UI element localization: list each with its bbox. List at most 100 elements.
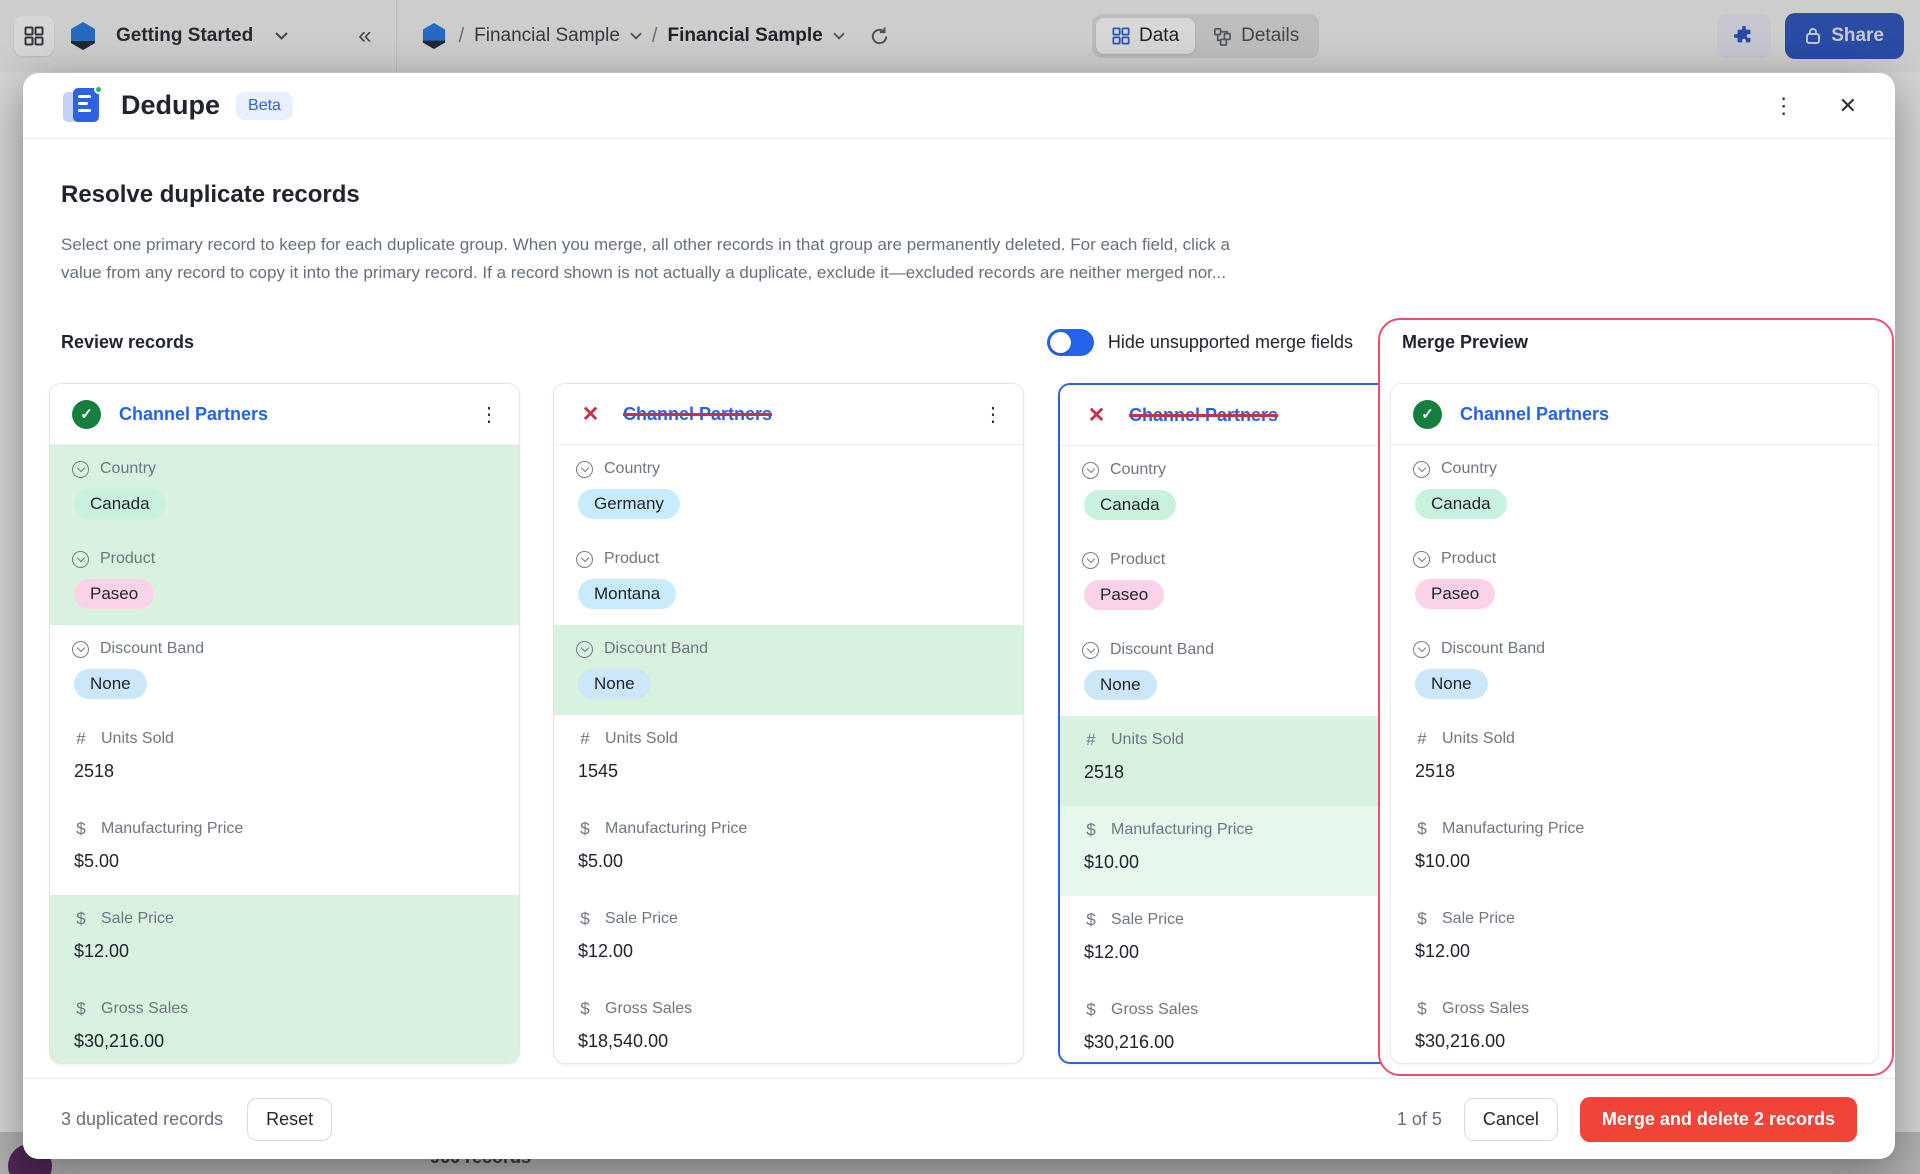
field-value[interactable]: $30,216.00 (1084, 1032, 1175, 1052)
field-sale-price: Sale Price $12.00 (1060, 896, 1527, 986)
hide-unsupported-toggle[interactable] (1046, 329, 1094, 356)
field-value[interactable]: $12.00 (1084, 942, 1140, 962)
field-value[interactable]: $5.00 (74, 851, 120, 871)
currency-field-icon (1413, 1000, 1431, 1018)
workspace-name[interactable]: Getting Started (116, 25, 254, 46)
beta-badge: Beta (236, 91, 293, 120)
tab-data[interactable]: Data (1096, 18, 1196, 54)
currency-field-icon (1413, 910, 1431, 928)
section-heading: Resolve duplicate records (61, 181, 360, 208)
record-menu-icon[interactable]: ⋮ (479, 403, 499, 426)
field-value[interactable]: None (74, 669, 147, 699)
currency-field-icon (1082, 821, 1100, 839)
apps-grid-button[interactable] (14, 16, 54, 56)
record-card-excluded: ✕ Channel Partners ⋮ Country Germany Pro… (553, 383, 1024, 1064)
field-value[interactable]: None (1084, 670, 1157, 700)
field-value[interactable]: 2518 (1084, 762, 1125, 782)
reset-button[interactable]: Reset (247, 1097, 333, 1141)
field-value[interactable]: Canada (74, 489, 166, 519)
record-link[interactable]: Channel Partners (1129, 404, 1279, 425)
breadcrumb-table-name[interactable]: Financial Sample (667, 25, 823, 46)
merge-and-delete-button[interactable]: Merge and delete 2 records (1579, 1096, 1857, 1142)
field-value[interactable]: Paseo (1084, 580, 1165, 610)
single-select-field-icon (1413, 460, 1430, 478)
field-value[interactable]: $12.00 (74, 941, 130, 961)
field-value[interactable]: None (578, 669, 651, 699)
topbar-divider (395, 0, 397, 72)
field-country: Country Canada (1391, 445, 1878, 535)
field-sale-price: Sale Price $12.00 (50, 895, 519, 985)
currency-field-icon (1413, 820, 1431, 838)
close-icon[interactable]: ✕ (1838, 92, 1857, 118)
dedupe-modal: Dedupe Beta ⋮ ✕ Resolve duplicate record… (23, 73, 1895, 1159)
field-value: 2518 (1415, 761, 1456, 781)
single-select-field-icon (1082, 551, 1099, 569)
currency-field-icon (576, 820, 594, 838)
base-hexagon-icon (419, 21, 449, 51)
modal-menu-icon[interactable]: ⋮ (1772, 92, 1795, 118)
field-value[interactable]: Montana (578, 579, 677, 609)
record-menu-icon[interactable]: ⋮ (983, 403, 1003, 426)
field-value[interactable]: 1545 (578, 761, 619, 781)
field-units-sold: Units Sold 2518 (50, 715, 519, 805)
field-value[interactable]: $10.00 (1084, 852, 1140, 872)
single-select-field-icon (1413, 550, 1430, 568)
record-link[interactable]: Channel Partners (623, 403, 773, 424)
record-link[interactable]: Channel Partners (119, 403, 269, 424)
field-gross-sales: Gross Sales $30,216.00 (1060, 986, 1527, 1062)
field-country: Country Germany (554, 445, 1023, 535)
pagination-indicator: 1 of 5 (1396, 1108, 1442, 1129)
field-value: None (1415, 669, 1488, 699)
collapse-sidebar-icon[interactable]: « (358, 22, 371, 49)
currency-field-icon (1082, 1001, 1100, 1019)
currency-field-icon (72, 820, 90, 838)
field-value[interactable]: Paseo (74, 579, 155, 609)
cancel-button[interactable]: Cancel (1463, 1097, 1558, 1141)
modal-title: Dedupe (121, 90, 221, 120)
record-link[interactable]: Channel Partners (1460, 403, 1610, 424)
field-discount-band: Discount Band None (1060, 626, 1527, 716)
merge-preview-label: Merge Preview (1402, 332, 1529, 352)
field-country: Country Canada (1060, 446, 1527, 536)
modal-header: Dedupe Beta ⋮ ✕ (23, 73, 1895, 139)
breadcrumb: / Financial Sample / Financial Sample (419, 21, 890, 51)
field-value: $30,216.00 (1415, 1031, 1506, 1051)
breadcrumb-base-name[interactable]: Financial Sample (474, 25, 620, 46)
field-discount-band: Discount Band None (1391, 625, 1878, 715)
chevron-down-icon[interactable] (832, 32, 845, 40)
refresh-icon[interactable] (869, 26, 890, 47)
field-value[interactable]: 2518 (74, 761, 115, 781)
single-select-field-icon (72, 640, 89, 658)
field-value: Paseo (1415, 579, 1496, 609)
merge-preview-card: ✓ Channel Partners Country Canada Produc… (1390, 383, 1879, 1064)
chevron-down-icon[interactable] (275, 32, 288, 40)
number-field-icon (1082, 731, 1100, 749)
field-value: Canada (1415, 489, 1507, 519)
single-select-field-icon (1082, 461, 1099, 479)
field-product: Product Paseo (1391, 535, 1878, 625)
field-value[interactable]: $18,540.00 (578, 1031, 669, 1051)
extensions-button[interactable] (1717, 14, 1772, 58)
exclude-x-icon[interactable]: ✕ (1087, 403, 1106, 427)
field-value[interactable]: $5.00 (578, 851, 624, 871)
details-sitemap-icon (1213, 27, 1232, 46)
apps-grid-icon (24, 26, 44, 46)
field-value[interactable]: $30,216.00 (74, 1031, 165, 1051)
field-value[interactable]: Canada (1084, 490, 1176, 520)
currency-field-icon (72, 1000, 90, 1018)
chevron-down-icon[interactable] (630, 32, 642, 40)
single-select-field-icon (576, 640, 593, 658)
field-value[interactable]: $12.00 (578, 941, 634, 961)
exclude-x-icon[interactable]: ✕ (581, 402, 600, 426)
duplicate-count: 3 duplicated records (61, 1108, 224, 1129)
review-row: Review records Hide unsupported merge fi… (61, 329, 1353, 356)
field-units-sold: Units Sold 2518 (1391, 715, 1878, 805)
share-button[interactable]: Share (1785, 13, 1904, 59)
field-value[interactable]: Germany (578, 489, 680, 519)
keep-check-icon[interactable]: ✓ (72, 399, 101, 429)
review-records-label: Review records (61, 332, 195, 352)
tab-details[interactable]: Details (1197, 18, 1315, 54)
workspace-hexagon-icon (68, 21, 98, 51)
field-discount-band: Discount Band None (50, 625, 519, 715)
single-select-field-icon (1082, 641, 1099, 659)
